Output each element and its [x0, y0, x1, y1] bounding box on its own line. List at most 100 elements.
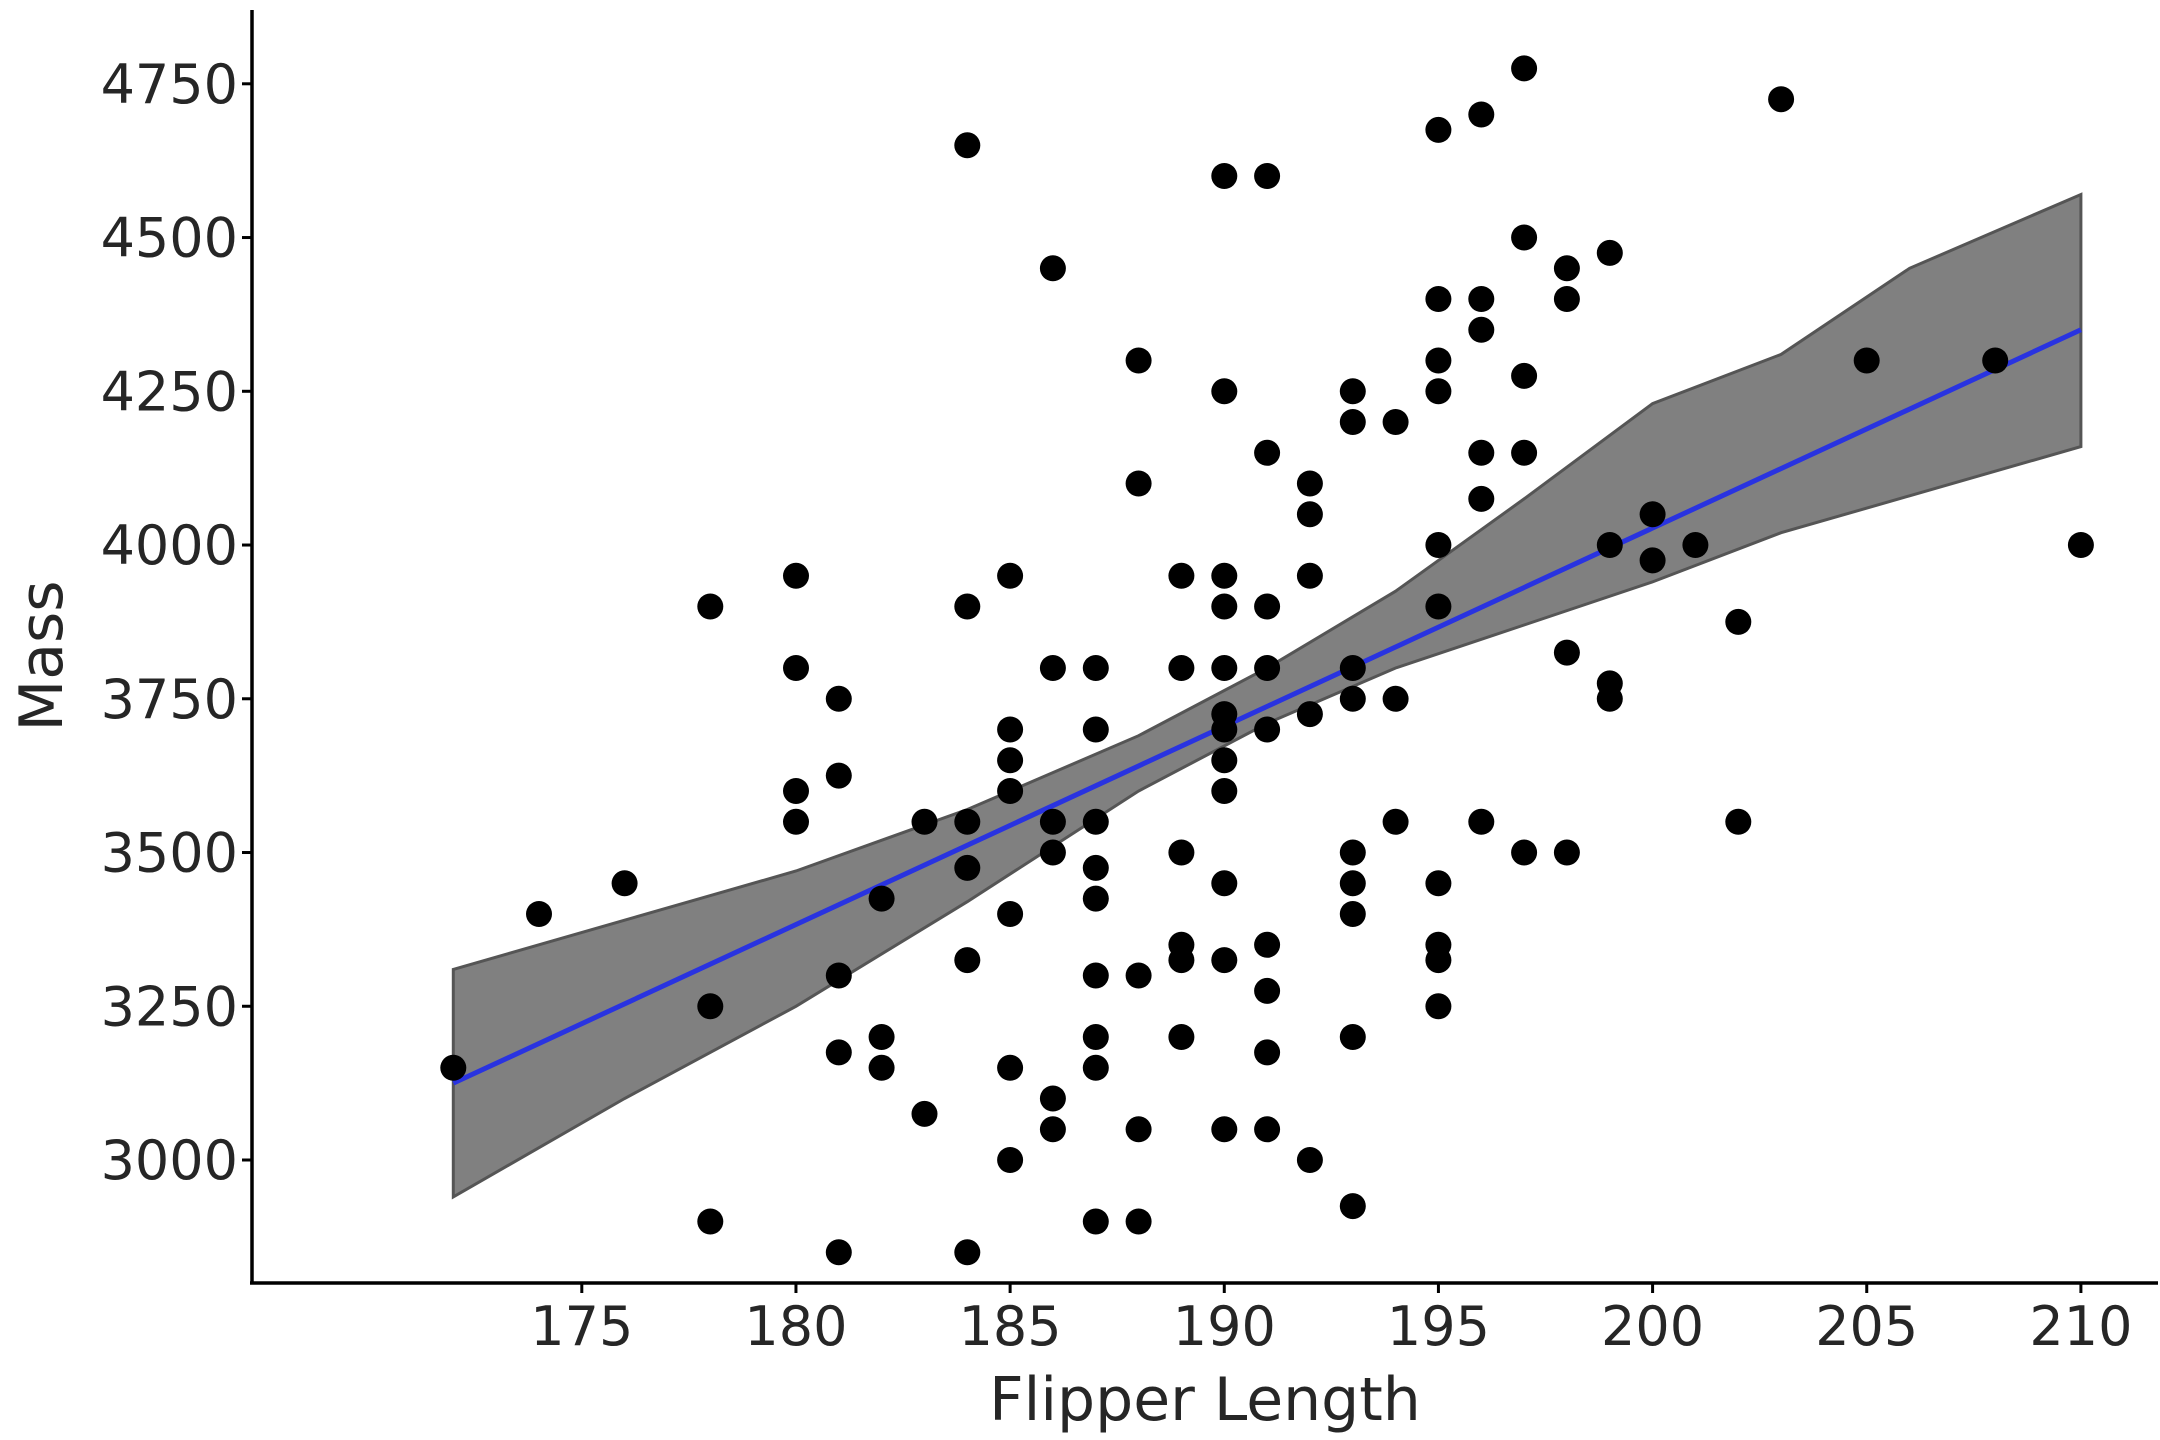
data-point	[1082, 1024, 1109, 1050]
data-point	[997, 1147, 1024, 1173]
data-point	[1511, 224, 1538, 251]
data-point	[954, 1239, 981, 1266]
data-point	[1339, 1024, 1366, 1050]
data-point	[1596, 532, 1623, 558]
data-point	[1254, 593, 1281, 620]
data-point	[611, 870, 638, 897]
data-point	[954, 947, 981, 974]
data-point	[1082, 854, 1109, 881]
data-point	[1511, 839, 1538, 866]
data-point	[1082, 1208, 1109, 1235]
data-point	[1853, 347, 1880, 374]
data-point	[1725, 608, 1752, 635]
data-point	[1254, 977, 1281, 1004]
x-tick-label: 200	[1601, 1295, 1704, 1358]
data-point	[1039, 1085, 1066, 1112]
data-point	[1296, 501, 1323, 528]
data-point	[1082, 655, 1109, 681]
data-point	[1211, 562, 1238, 589]
data-point	[1125, 962, 1152, 989]
data-point	[1168, 839, 1195, 866]
data-point	[1039, 1116, 1066, 1143]
y-tick-label: 4500	[101, 207, 238, 270]
data-point	[825, 1239, 852, 1266]
data-point	[825, 1039, 852, 1066]
data-point	[697, 593, 724, 620]
data-point	[1596, 685, 1623, 712]
data-point	[1211, 947, 1238, 974]
data-point	[1511, 439, 1538, 466]
data-point	[1553, 255, 1580, 282]
data-point	[1039, 655, 1066, 681]
data-point	[997, 1054, 1024, 1081]
x-tick-label: 175	[530, 1295, 633, 1358]
data-point	[2067, 532, 2094, 558]
x-tick-label: 195	[1387, 1295, 1490, 1358]
data-point	[1725, 808, 1752, 835]
data-point	[1082, 716, 1109, 743]
data-point	[1254, 163, 1281, 189]
data-point	[783, 808, 809, 835]
data-point	[997, 778, 1024, 804]
data-point	[783, 655, 809, 681]
data-point	[868, 1054, 895, 1081]
regression-line	[452, 327, 2082, 1086]
data-point	[954, 593, 981, 620]
data-point	[1211, 163, 1238, 189]
data-point	[1425, 593, 1452, 620]
data-point	[1168, 947, 1195, 974]
data-point	[1339, 409, 1366, 435]
confidence-band	[451, 192, 2083, 1200]
data-point	[1339, 839, 1366, 866]
data-point	[1639, 501, 1666, 528]
y-tick-label: 4750	[101, 53, 238, 116]
data-point	[1168, 1024, 1195, 1050]
y-tick-label: 3000	[101, 1129, 238, 1192]
data-point	[997, 562, 1024, 589]
y-tick-label: 3500	[101, 822, 238, 885]
data-point	[1254, 655, 1281, 681]
data-point	[868, 1024, 895, 1050]
data-point	[1211, 593, 1238, 620]
data-point	[1082, 1054, 1109, 1081]
data-point	[1039, 839, 1066, 866]
y-tick-label: 4250	[101, 360, 238, 423]
data-point	[825, 962, 852, 989]
data-point	[1382, 685, 1409, 712]
data-point	[783, 778, 809, 804]
data-point	[1125, 347, 1152, 374]
data-point	[1254, 1116, 1281, 1143]
data-point	[1425, 532, 1452, 558]
data-point	[1082, 962, 1109, 989]
data-point	[1425, 347, 1452, 374]
data-point	[1211, 378, 1238, 405]
data-point	[954, 132, 981, 159]
data-point	[1254, 439, 1281, 466]
data-point	[997, 716, 1024, 743]
data-point	[911, 1100, 938, 1127]
data-point	[954, 808, 981, 835]
data-point	[1553, 839, 1580, 866]
data-point	[1468, 316, 1495, 343]
data-point	[1339, 870, 1366, 897]
data-point	[997, 747, 1024, 774]
y-axis-label: Mass	[7, 580, 77, 731]
data-point	[1254, 716, 1281, 743]
data-point	[825, 762, 852, 789]
data-point	[1425, 286, 1452, 312]
data-point	[1425, 870, 1452, 897]
data-point	[1125, 470, 1152, 497]
data-point	[1511, 55, 1538, 82]
data-point	[1211, 870, 1238, 897]
data-point	[1339, 1193, 1366, 1220]
data-point	[1339, 655, 1366, 681]
x-tick-label: 205	[1815, 1295, 1918, 1358]
data-point	[868, 885, 895, 912]
y-tick-label: 4000	[101, 514, 238, 577]
data-point	[1425, 378, 1452, 405]
data-point	[1168, 562, 1195, 589]
data-point	[1768, 86, 1795, 113]
data-point	[1425, 947, 1452, 974]
data-point	[1468, 485, 1495, 512]
data-point	[1682, 532, 1709, 558]
